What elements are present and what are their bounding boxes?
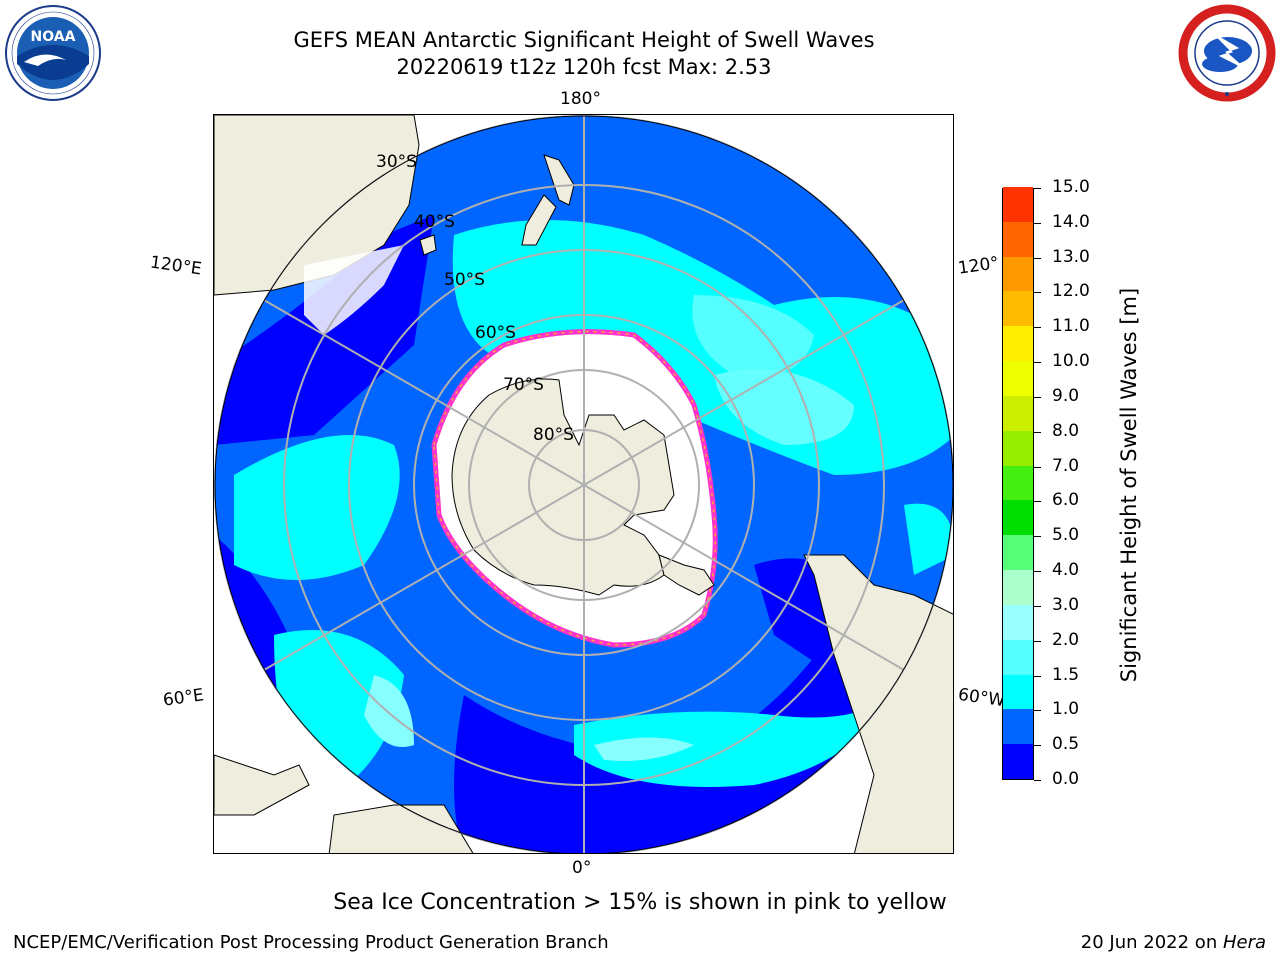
lat-label-70s: 70°S	[503, 375, 544, 395]
map-subtitle: 20220619 t12z 120h fcst Max: 2.53	[396, 55, 772, 79]
colorbar-tick-label: 3.0	[1052, 594, 1080, 615]
map-title: GEFS MEAN Antarctic Significant Height o…	[293, 28, 875, 52]
colorbar-tick-label: 1.5	[1052, 664, 1080, 685]
colorbar-segment	[1003, 499, 1033, 536]
lat-label-60s: 60°S	[475, 323, 516, 343]
colorbar-tick-label: 7.0	[1052, 455, 1080, 476]
lon-label-0: 0°	[572, 858, 592, 878]
colorbar-segment	[1003, 708, 1033, 745]
colorbar-tick-label: 4.0	[1052, 560, 1080, 581]
lon-label-120w: 120°	[956, 253, 1001, 279]
colorbar-tick	[1034, 710, 1041, 712]
colorbar-segment	[1003, 534, 1033, 571]
sea-ice-caption: Sea Ice Concentration > 15% is shown in …	[333, 890, 947, 915]
colorbar-tick	[1034, 222, 1041, 224]
footer-credit: NCEP/EMC/Verification Post Processing Pr…	[13, 932, 609, 953]
svg-text:NOAA: NOAA	[31, 29, 76, 45]
colorbar-tick-label: 6.0	[1052, 490, 1080, 511]
colorbar-tick	[1034, 396, 1041, 398]
colorbar-tick-label: 1.0	[1052, 699, 1080, 720]
colorbar	[1002, 186, 1034, 780]
colorbar-tick-label: 14.0	[1052, 211, 1090, 232]
colorbar-tick-label: 0.0	[1052, 769, 1080, 789]
colorbar-tick	[1034, 536, 1041, 538]
colorbar-tick-label: 15.0	[1052, 177, 1090, 197]
colorbar-segment	[1003, 569, 1033, 605]
colorbar-segment	[1003, 221, 1033, 257]
colorbar-segment	[1003, 360, 1033, 396]
colorbar-tick	[1034, 292, 1041, 294]
lat-label-30s: 30°S	[376, 152, 417, 172]
colorbar-tick	[1034, 675, 1041, 677]
colorbar-tick	[1034, 745, 1041, 747]
colorbar-segment	[1003, 395, 1033, 431]
lon-label-120e: 120°E	[148, 252, 203, 280]
footer-date: 20 Jun 2022 on Hera	[1081, 932, 1266, 953]
colorbar-segment	[1003, 290, 1033, 327]
colorbar-tick-label: 8.0	[1052, 420, 1080, 441]
colorbar-segment	[1003, 430, 1033, 466]
colorbar-tick-label: 9.0	[1052, 385, 1080, 406]
lat-label-40s: 40°S	[414, 212, 455, 232]
colorbar-tick	[1034, 431, 1041, 433]
colorbar-tick-label: 12.0	[1052, 281, 1090, 302]
colorbar-segment	[1003, 743, 1033, 779]
colorbar-tick	[1034, 466, 1041, 468]
colorbar-segment	[1003, 465, 1033, 501]
colorbar-tick	[1034, 640, 1041, 642]
lon-label-60w: 60°W	[956, 684, 1007, 712]
colorbar-tick	[1034, 780, 1041, 781]
colorbar-segment	[1003, 325, 1033, 362]
colorbar-segment	[1003, 639, 1033, 675]
colorbar-tick-label: 5.0	[1052, 525, 1080, 546]
colorbar-tick	[1034, 188, 1041, 189]
colorbar-tick-label: 0.5	[1052, 734, 1080, 755]
lat-label-50s: 50°S	[444, 270, 485, 290]
colorbar-tick-label: 10.0	[1052, 351, 1090, 372]
colorbar-tick	[1034, 257, 1041, 259]
colorbar-segment	[1003, 256, 1033, 292]
lon-label-60e: 60°E	[161, 685, 206, 711]
map-canvas	[214, 115, 953, 853]
colorbar-tick-label: 11.0	[1052, 316, 1090, 337]
colorbar-tick	[1034, 362, 1041, 364]
colorbar-tick-label: 2.0	[1052, 629, 1080, 650]
nws-logo-icon	[1178, 4, 1276, 102]
colorbar-tick	[1034, 327, 1041, 329]
footer-date-text: 20 Jun 2022 on	[1080, 932, 1223, 953]
colorbar-label: Significant Height of Swell Waves [m]	[1117, 287, 1141, 683]
antarctica	[451, 378, 675, 596]
colorbar-tick-label: 13.0	[1052, 246, 1090, 267]
antarctic-swell-map	[213, 114, 954, 854]
colorbar-tick	[1034, 605, 1041, 607]
lat-label-80s: 80°S	[533, 425, 574, 445]
footer-machine: Hera	[1222, 932, 1266, 953]
colorbar-segment	[1003, 604, 1033, 640]
lon-label-180: 180°	[560, 89, 601, 109]
colorbar-segment	[1003, 186, 1033, 222]
graticule	[214, 115, 953, 853]
colorbar-segment	[1003, 674, 1033, 710]
colorbar-tick	[1034, 571, 1041, 573]
colorbar-tick	[1034, 501, 1041, 503]
noaa-logo-icon: NOAA	[5, 5, 101, 101]
